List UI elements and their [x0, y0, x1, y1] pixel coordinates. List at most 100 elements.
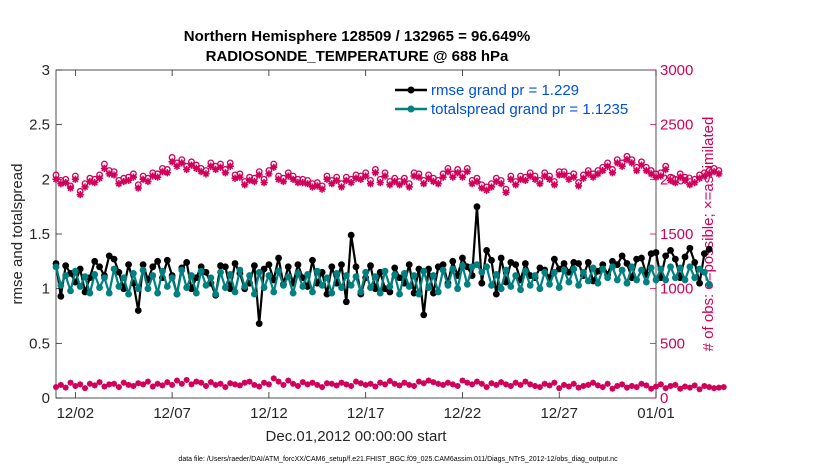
totalspread-point	[154, 289, 162, 297]
obs-low-assimilated-point	[343, 381, 350, 388]
obs-assimilated-point	[487, 183, 496, 191]
rmse-point	[250, 262, 258, 270]
obs-low-assimilated-point	[653, 383, 659, 390]
totalspread-point	[517, 286, 524, 294]
totalspread-point	[255, 268, 263, 276]
obs-low-assimilated-point	[135, 380, 142, 387]
obs-assimilated-point	[536, 180, 544, 188]
rmse-point	[309, 256, 316, 264]
obs-assimilated-point	[255, 171, 263, 179]
obs-low-assimilated-point	[532, 382, 539, 389]
obs-assimilated-point	[584, 170, 592, 178]
obs-low-assimilated-point	[507, 382, 514, 389]
obs-low-assimilated-point	[580, 382, 587, 389]
obs-low-assimilated-point	[236, 382, 243, 389]
x-tick-label: 12/27	[540, 405, 578, 422]
rmse-point	[478, 279, 486, 287]
totalspread-point	[415, 290, 423, 298]
y-right-tick-label: 2500	[660, 117, 693, 134]
obs-low-assimilated-point	[454, 382, 461, 389]
obs-assimilated-point	[589, 173, 597, 181]
obs-low-assimilated-point	[232, 381, 239, 388]
rmse-point	[405, 261, 413, 269]
obs-low-assimilated-point	[609, 385, 616, 392]
obs-low-assimilated-point	[198, 379, 205, 386]
totalspread-point	[589, 264, 597, 272]
rmse-point	[183, 259, 191, 266]
totalspread-point	[260, 284, 268, 291]
obs-low-assimilated-point	[106, 381, 113, 388]
obs-assimilated-point	[81, 183, 89, 191]
obs-low-assimilated-point	[512, 379, 519, 386]
obs-low-assimilated-point	[362, 381, 369, 388]
x-tick-label: 12/17	[347, 405, 385, 422]
totalspread-point	[667, 263, 674, 271]
totalspread-point	[130, 269, 137, 277]
obs-low-assimilated-point	[420, 380, 427, 387]
rmse-point	[420, 311, 428, 319]
obs-assimilated-point	[134, 184, 142, 192]
obs-low-assimilated-point	[546, 382, 553, 389]
obs-assimilated-point	[352, 174, 360, 182]
obs-low-assimilated-point	[149, 383, 156, 390]
totalspread-point	[280, 281, 287, 289]
obs-low-assimilated-point	[217, 380, 224, 387]
obs-assimilated-point	[71, 175, 79, 183]
obs-low-assimilated-point	[686, 384, 693, 391]
obs-assimilated-point	[671, 179, 679, 187]
rmse-point	[391, 264, 399, 272]
obs-low-assimilated-point	[270, 375, 277, 382]
x-tick-label: 01/01	[637, 405, 675, 422]
obs-assimilated-point	[318, 185, 326, 193]
obs-low-assimilated-point	[193, 378, 200, 385]
totalspread-point	[386, 283, 394, 290]
obs-assimilated-point	[168, 158, 176, 166]
obs-assimilated-point	[623, 156, 631, 164]
obs-low-assimilated-point	[691, 382, 698, 389]
totalspread-point	[212, 290, 220, 298]
obs-low-assimilated-point	[657, 381, 664, 388]
totalspread-point	[284, 273, 292, 281]
totalspread-point	[183, 284, 191, 291]
totalspread-point	[430, 272, 437, 279]
x-tick-label: 12/07	[153, 405, 191, 422]
obs-assimilated-point	[410, 172, 418, 180]
y-right-tick-label: 1000	[660, 281, 693, 298]
obs-assimilated-point	[695, 174, 704, 182]
obs-low-assimilated-point	[256, 383, 263, 390]
totalspread-point	[289, 289, 297, 297]
obs-assimilated-point	[555, 171, 563, 179]
obs-low-assimilated-point	[488, 380, 495, 387]
totalspread-point	[550, 268, 558, 276]
totalspread-point	[357, 288, 365, 296]
obs-assimilated-point	[183, 165, 191, 174]
totalspread-point	[144, 285, 152, 293]
obs-low-assimilated-point	[222, 384, 229, 391]
obs-assimilated-point	[526, 172, 534, 180]
rmse-point	[667, 247, 674, 254]
obs-assimilated-point	[284, 172, 292, 180]
totalspread-point	[434, 288, 442, 296]
rmse-point	[304, 283, 312, 290]
obs-low-assimilated-point	[57, 381, 64, 388]
rmse-point	[396, 274, 403, 282]
totalspread-point	[454, 285, 462, 293]
obs-assimilated-point	[710, 168, 718, 176]
rmse-point	[638, 254, 645, 262]
totalspread-point	[705, 280, 713, 288]
totalspread-point	[405, 283, 413, 290]
rmse-point	[662, 252, 670, 260]
totalspread-point	[352, 273, 360, 281]
obs-assimilated-point	[381, 172, 389, 180]
totalspread-point	[662, 276, 670, 284]
obs-assimilated-point	[241, 181, 249, 189]
totalspread-point	[149, 272, 157, 279]
totalspread-point	[599, 265, 607, 273]
obs-low-assimilated-point	[682, 383, 689, 390]
obs-assimilated-point	[337, 183, 346, 191]
totalspread-point	[381, 267, 389, 275]
totalspread-point	[691, 274, 699, 282]
obs-assimilated-point	[478, 184, 486, 192]
obs-assimilated-point	[570, 173, 578, 181]
obs-assimilated-point	[274, 175, 283, 183]
